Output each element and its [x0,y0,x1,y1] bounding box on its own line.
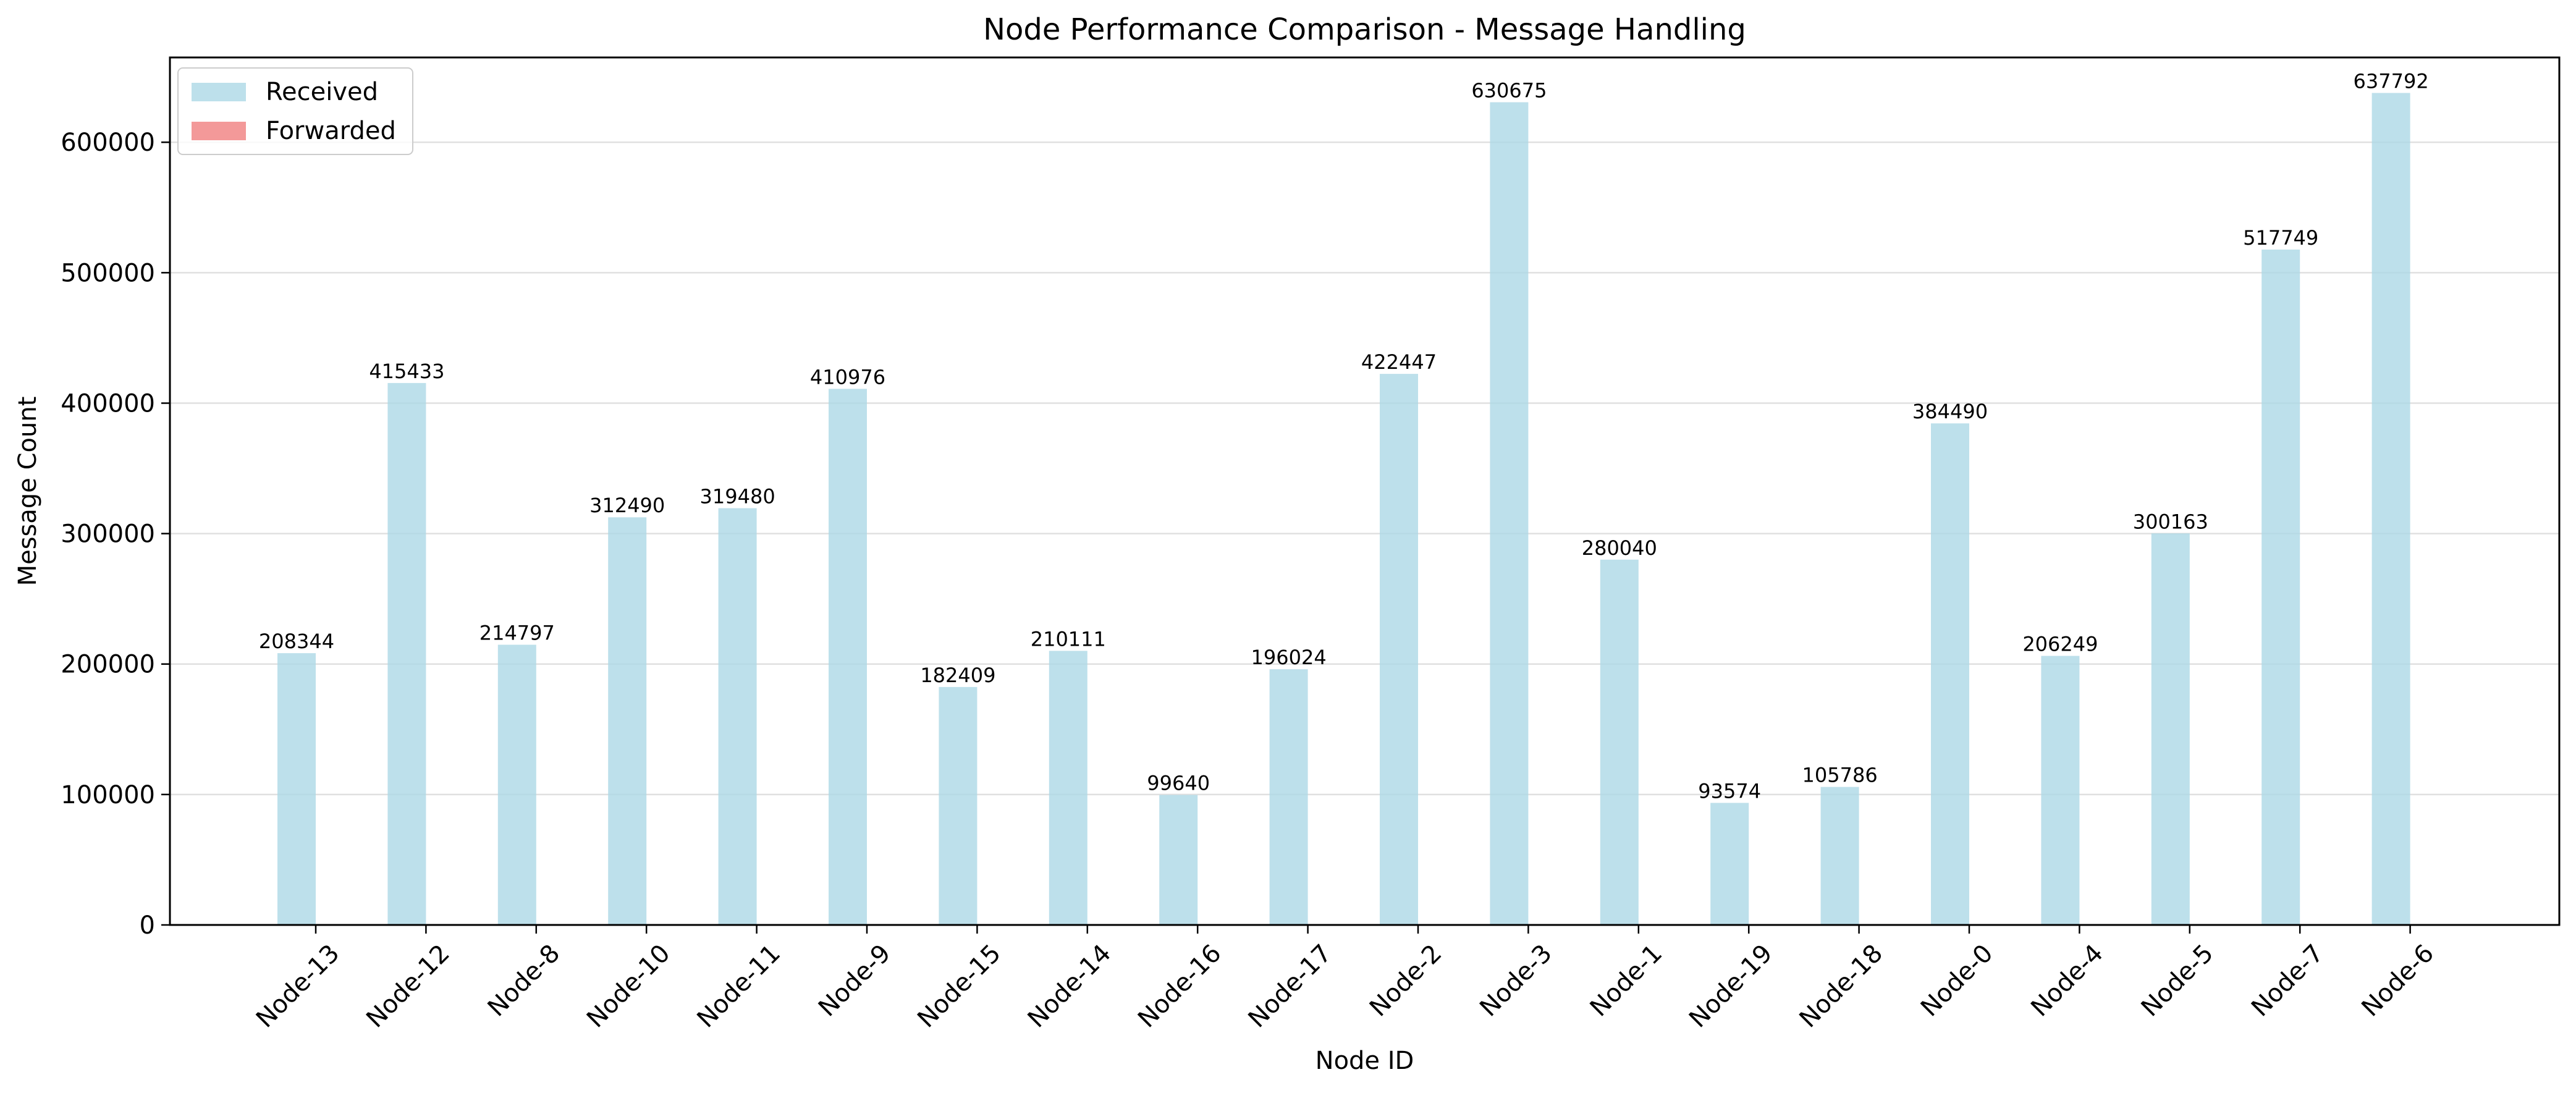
bar-received [387,382,426,925]
legend-label-received: Received [266,78,378,106]
bar-value-label: 280040 [1582,536,1657,560]
y-tick-label: 500000 [61,259,155,287]
bar-value-label: 312490 [589,494,665,517]
bar-received [277,653,316,925]
bar-value-label: 182409 [920,664,995,687]
bar-value-label: 384490 [1912,400,1988,423]
bar-received [1931,423,1969,925]
bar-value-label: 422447 [1361,350,1437,374]
legend-swatch-received [192,83,246,101]
bar-received [829,389,867,925]
bar-value-label: 93574 [1698,779,1761,803]
y-tick-label: 0 [140,911,155,940]
bar-received [718,508,757,925]
bar-received [1269,669,1308,925]
bar-received [2261,249,2300,925]
bar-value-label: 410976 [810,365,885,389]
bar-received [1159,795,1198,925]
bar-received [2041,656,2080,925]
y-tick-label: 600000 [61,129,155,157]
bar-received [1490,102,1529,926]
y-tick-label: 100000 [61,781,155,809]
grid-lines [170,141,2559,796]
bar-received [497,644,536,925]
bar-value-label: 517749 [2243,226,2318,250]
bar-received [2151,533,2190,925]
bar-value-label: 206249 [2022,633,2098,656]
bar-value-label: 208344 [259,630,334,653]
bars [277,93,2410,926]
y-tick-label: 400000 [61,389,155,418]
bar-received [939,686,978,925]
legend-label-forwarded: Forwarded [266,117,396,145]
bar-received [1380,374,1418,925]
y-axis: 0 100000 200000 300000 400000 500000 600000 [61,129,170,940]
bar-value-label: 415433 [369,360,444,383]
y-tick-label: 200000 [61,651,155,679]
bar-value-label: 99640 [1147,772,1210,795]
bar-received [608,517,647,925]
x-axis-label: Node ID [1315,1047,1414,1075]
bar-value-label: 196024 [1251,646,1327,669]
bar-value-label: 319480 [700,484,775,508]
y-axis-label: Message Count [14,397,42,586]
bar-value-label: 300163 [2133,510,2208,533]
bar-value-label: 210111 [1031,627,1106,651]
legend-swatch-forwarded [192,122,246,140]
chart-title: Node Performance Comparison - Message Ha… [983,12,1746,47]
bar-value-label: 214797 [479,622,555,645]
bar-received [2371,93,2410,926]
legend: Received Forwarded [177,67,413,155]
plot-frame [169,56,2561,926]
bar-received [1600,559,1639,925]
bar-value-label: 105786 [1802,764,1878,787]
bar-received [1710,803,1749,925]
y-tick-label: 300000 [61,520,155,549]
bar-received [1820,787,1859,925]
bar-received [1049,651,1087,925]
bar-value-label: 637792 [2354,69,2429,93]
data-labels: 208344 415433 214797 312490 319480 410976 1824… [259,69,2429,803]
bar-value-label: 630675 [1471,78,1547,102]
